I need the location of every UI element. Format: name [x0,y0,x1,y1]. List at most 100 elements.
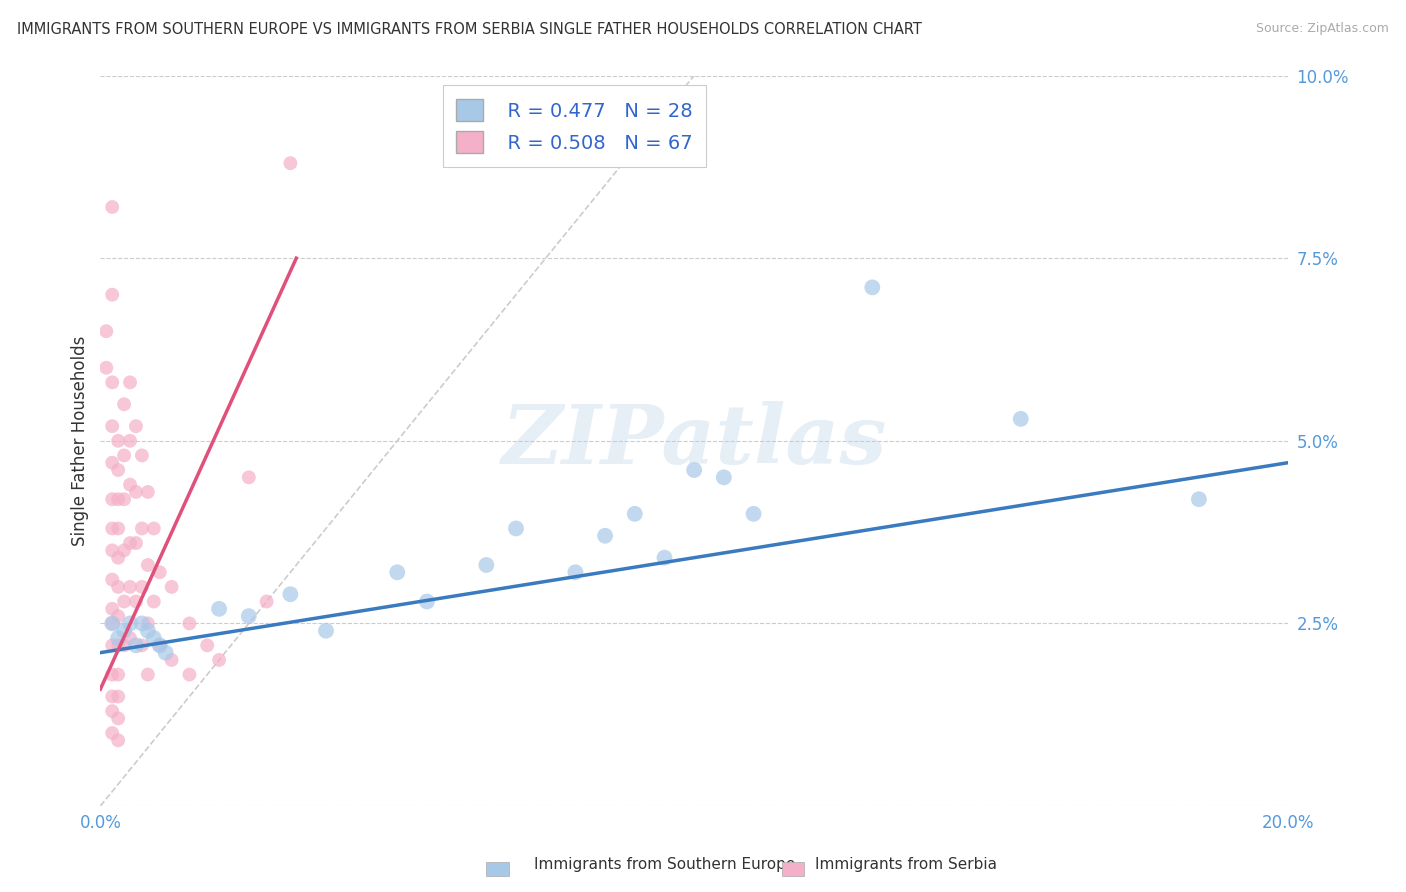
Point [107,711,129,725]
Point [107,434,129,448]
Point [131,521,153,535]
Point [101,573,124,587]
Point [131,638,153,652]
Point [101,456,124,470]
Point [107,690,129,704]
Point [101,667,124,681]
Point [107,609,129,624]
Text: Source: ZipAtlas.com: Source: ZipAtlas.com [1256,22,1389,36]
Point [505,521,527,535]
Point [96,324,118,338]
Point [118,536,141,550]
Point [742,507,765,521]
Point [683,463,706,477]
Point [101,543,124,558]
Point [107,492,129,507]
Point [238,609,260,624]
Point [564,566,586,580]
Point [125,484,148,499]
Point [125,594,148,608]
Point [101,287,124,301]
Point [101,690,124,704]
Point [131,580,153,594]
Text: IMMIGRANTS FROM SOUTHERN EUROPE VS IMMIGRANTS FROM SERBIA SINGLE FATHER HOUSEHOL: IMMIGRANTS FROM SOUTHERN EUROPE VS IMMIG… [17,22,922,37]
Point [112,397,135,411]
Text: Immigrants from Serbia: Immigrants from Serbia [815,857,997,872]
Point [107,733,129,747]
Point [142,594,165,608]
Point [118,376,141,390]
Point [149,566,172,580]
Point [208,653,231,667]
Point [149,638,172,652]
Point [107,550,129,565]
Point [118,616,141,631]
Point [107,631,129,645]
Point [112,594,135,608]
Point [125,536,148,550]
Point [136,616,159,631]
Point [101,492,124,507]
Point [118,477,141,491]
Point [136,667,159,681]
Point [136,624,159,638]
Point [195,638,218,652]
Point [160,580,183,594]
Point [101,704,124,718]
Point [131,616,153,631]
Point [112,624,135,638]
Point [101,521,124,535]
Point [160,653,183,667]
Point [860,280,883,294]
Point [107,463,129,477]
Point [112,543,135,558]
Point [179,616,201,631]
Point [107,667,129,681]
Point [131,449,153,463]
Point [118,434,141,448]
Point [179,667,201,681]
Point [101,638,124,652]
Point [475,558,498,572]
Point [101,616,124,631]
Point [208,602,231,616]
Point [96,360,118,375]
Point [1010,412,1032,426]
Point [118,631,141,645]
Point [238,470,260,484]
Point [101,419,124,434]
Point [623,507,645,521]
Point [112,638,135,652]
Point [136,558,159,572]
Point [387,566,409,580]
Point [593,529,616,543]
Point [136,484,159,499]
Point [118,580,141,594]
Point [112,492,135,507]
Point [125,638,148,652]
Point [101,616,124,631]
Point [142,521,165,535]
Point [107,580,129,594]
Point [1188,492,1211,507]
Text: ZIPatlas: ZIPatlas [502,401,887,481]
Point [654,550,676,565]
Point [149,638,172,652]
Point [713,470,735,484]
Point [155,646,177,660]
Point [125,419,148,434]
Point [315,624,337,638]
Point [280,587,302,601]
Point [101,726,124,740]
Point [101,200,124,214]
Point [256,594,278,608]
Point [142,631,165,645]
Point [101,602,124,616]
Point [416,594,439,608]
Point [101,376,124,390]
Point [107,638,129,652]
Legend:   R = 0.477   N = 28,   R = 0.508   N = 67: R = 0.477 N = 28, R = 0.508 N = 67 [443,86,706,167]
Point [280,156,302,170]
Text: Immigrants from Southern Europe: Immigrants from Southern Europe [534,857,796,872]
Point [112,449,135,463]
